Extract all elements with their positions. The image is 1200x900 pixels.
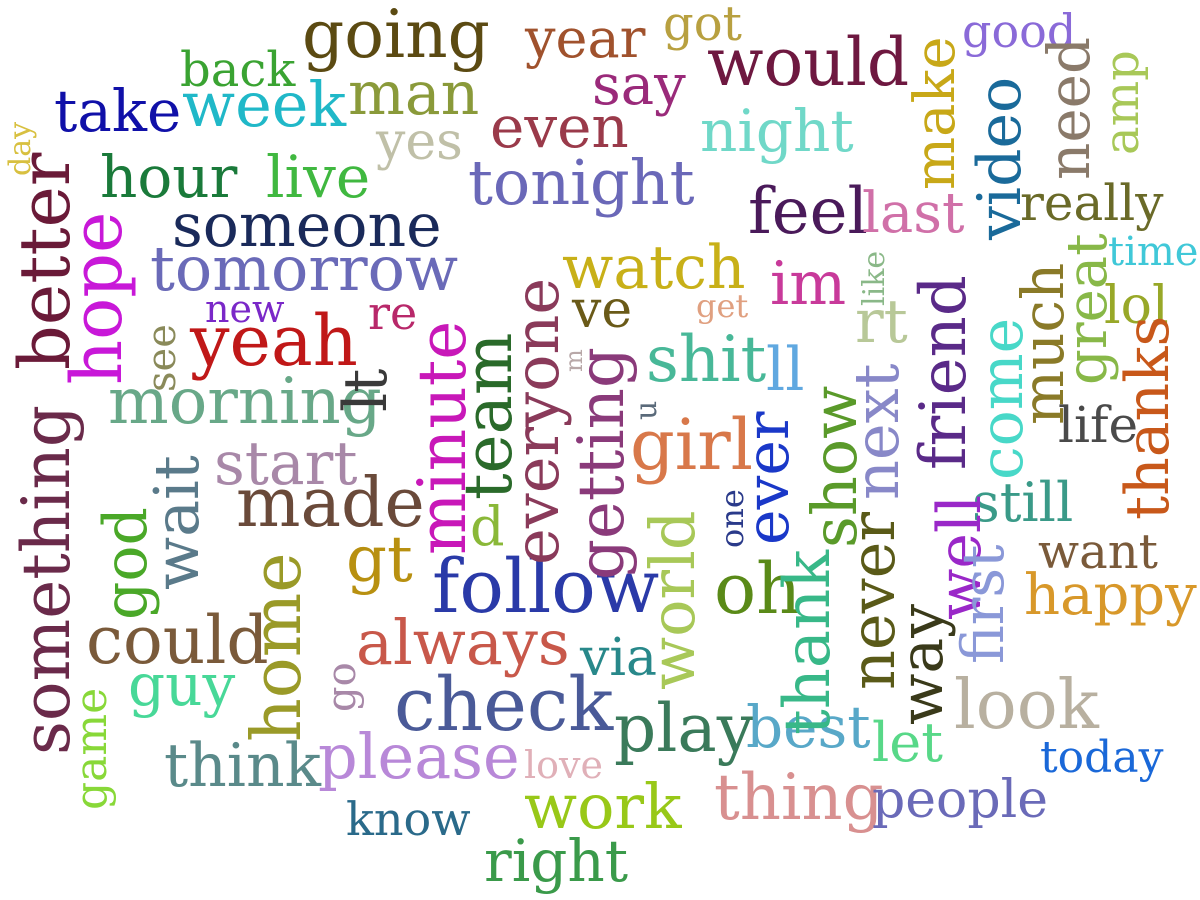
word-night: night (700, 97, 854, 165)
word-know: know (346, 792, 471, 846)
word-let: let (872, 711, 943, 774)
word-first: first (949, 544, 1017, 664)
word-new: new (205, 287, 285, 331)
word-hope: hope (56, 211, 138, 385)
word-watch: watch (562, 233, 746, 303)
word-im: im (770, 249, 847, 319)
word-video: video (965, 76, 1035, 240)
word-live: live (266, 143, 371, 211)
word-going: going (302, 0, 490, 73)
word-world: world (636, 510, 709, 690)
word-m: m (560, 349, 588, 372)
word-go: go (319, 662, 365, 712)
word-wait: wait (140, 455, 213, 590)
word-really: really (1020, 174, 1164, 232)
word-thank: thank (771, 549, 845, 735)
word-everyone: everyone (500, 277, 573, 565)
word-way: way (887, 603, 957, 725)
word-like: like (857, 250, 892, 306)
word-work: work (524, 770, 682, 843)
word-girl: girl (630, 404, 754, 486)
word-right: right (484, 827, 629, 895)
word-d: d (470, 495, 505, 558)
word-oh: oh (714, 548, 802, 630)
word-would: would (707, 24, 910, 101)
word-could: could (86, 602, 269, 679)
word-ever: ever (733, 411, 803, 545)
word-yes: yes (376, 112, 463, 172)
word-need: need (1035, 36, 1103, 180)
word-guy: guy (128, 651, 236, 719)
word-via: via (580, 628, 658, 688)
word-last: last (862, 181, 965, 246)
word-tonight: tonight (468, 146, 695, 219)
word-see: see (139, 324, 185, 392)
word-ll: ll (766, 335, 805, 405)
word-hour: hour (100, 143, 238, 211)
word-make: make (903, 36, 968, 190)
word-please: please (318, 720, 520, 793)
word-ve: ve (572, 280, 633, 340)
word-good: good (962, 4, 1077, 58)
word-re: re (368, 286, 418, 340)
word-feel: feel (748, 175, 868, 249)
word-u: u (629, 400, 664, 420)
word-next: next (840, 363, 913, 500)
word-even: even (490, 93, 629, 161)
word-play: play (614, 690, 754, 767)
word-check: check (394, 662, 614, 748)
word-life: life (1058, 396, 1139, 454)
word-made: made (236, 464, 425, 543)
word-home: home (238, 552, 317, 742)
word-back: back (180, 42, 296, 98)
word-get: get (696, 287, 749, 325)
word-morning: morning (108, 365, 382, 439)
word-someone: someone (172, 191, 442, 261)
word-game: game (66, 687, 117, 810)
word-amp: amp (1094, 50, 1150, 155)
word-follow: follow (432, 544, 660, 630)
word-look: look (954, 666, 1099, 745)
word-lt: lt (331, 368, 401, 412)
word-today: today (1040, 732, 1164, 783)
word-still: still (972, 471, 1074, 534)
word-start: start (214, 429, 358, 499)
word-want: want (1038, 524, 1158, 580)
word-happy: happy (1024, 563, 1197, 628)
word-always: always (356, 606, 570, 679)
word-yeah: yeah (190, 300, 358, 382)
word-rt: rt (855, 287, 908, 357)
word-thanks: thanks (1113, 315, 1183, 520)
word-lol: lol (1104, 276, 1169, 336)
word-thing: thing (714, 761, 884, 835)
word-week: week (182, 68, 347, 141)
word-people: people (872, 770, 1049, 830)
word-man: man (348, 59, 480, 129)
word-gt: gt (346, 523, 413, 597)
word-best: best (746, 693, 871, 761)
word-think: think (164, 731, 321, 801)
word-time: time (1108, 229, 1199, 275)
word-great: great (1055, 233, 1120, 385)
word-say: say (592, 53, 686, 118)
word-love: love (524, 743, 603, 787)
word-tomorrow: tomorrow (150, 232, 459, 305)
word-take: take (54, 77, 182, 145)
word-got: got (663, 0, 742, 52)
word-year: year (525, 7, 646, 70)
word-shit: shit (646, 323, 767, 397)
word-getting: getting (565, 347, 639, 580)
